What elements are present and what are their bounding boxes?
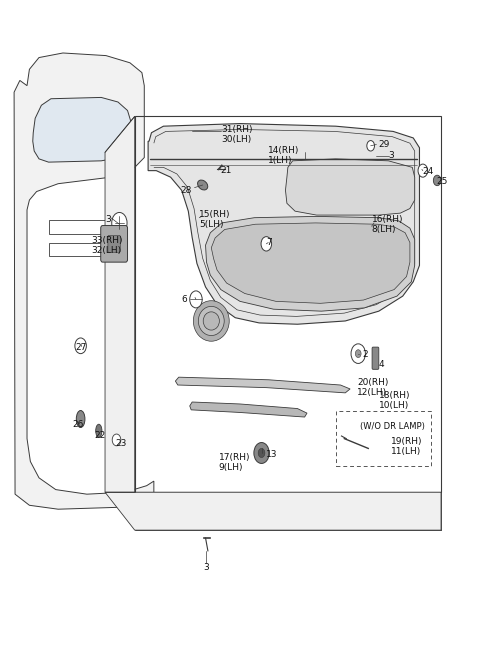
Ellipse shape [198, 180, 208, 190]
Text: (W/O DR LAMP): (W/O DR LAMP) [360, 422, 424, 432]
Circle shape [75, 338, 86, 354]
Circle shape [418, 164, 428, 177]
Text: 23: 23 [116, 439, 127, 447]
Polygon shape [205, 216, 415, 311]
Polygon shape [33, 98, 131, 162]
FancyBboxPatch shape [101, 225, 128, 262]
Bar [48, 242, 111, 255]
Text: 6: 6 [181, 295, 187, 304]
Circle shape [258, 449, 265, 458]
Circle shape [433, 175, 441, 185]
Polygon shape [175, 377, 350, 393]
FancyBboxPatch shape [372, 347, 379, 369]
Text: 15(RH)
5(LH): 15(RH) 5(LH) [199, 210, 231, 229]
Text: 25: 25 [436, 178, 448, 186]
Ellipse shape [203, 312, 219, 330]
Text: 19(RH)
11(LH): 19(RH) 11(LH) [391, 437, 422, 456]
Text: 4: 4 [379, 360, 384, 369]
Ellipse shape [76, 411, 85, 428]
Text: 3: 3 [204, 563, 209, 572]
Text: 31(RH)
30(LH): 31(RH) 30(LH) [221, 125, 252, 144]
Text: 26: 26 [72, 420, 84, 429]
Text: 14(RH)
1(LH): 14(RH) 1(LH) [268, 146, 300, 165]
Polygon shape [14, 53, 154, 509]
Polygon shape [105, 117, 135, 492]
Text: 33(RH)
32(LH): 33(RH) 32(LH) [92, 236, 123, 255]
Text: 24: 24 [422, 168, 433, 176]
Text: 3: 3 [388, 151, 394, 160]
Polygon shape [286, 159, 415, 215]
Polygon shape [211, 223, 410, 303]
Circle shape [254, 443, 269, 464]
Text: 16(RH)
8(LH): 16(RH) 8(LH) [372, 215, 403, 234]
Circle shape [367, 141, 374, 151]
Text: 28: 28 [181, 186, 192, 195]
Ellipse shape [198, 307, 224, 335]
Circle shape [351, 344, 365, 364]
Bar [135, 117, 441, 492]
Text: 18(RH)
10(LH): 18(RH) 10(LH) [379, 391, 410, 411]
Circle shape [190, 291, 202, 308]
Polygon shape [148, 124, 420, 324]
Text: 22: 22 [94, 431, 105, 440]
Circle shape [355, 350, 361, 358]
Text: 21: 21 [221, 166, 232, 175]
Text: 3: 3 [105, 215, 111, 224]
FancyBboxPatch shape [108, 235, 120, 252]
Text: 2: 2 [362, 350, 368, 360]
Ellipse shape [193, 301, 229, 341]
Circle shape [112, 434, 121, 446]
Ellipse shape [96, 424, 102, 438]
Text: 27: 27 [75, 343, 86, 352]
Circle shape [112, 212, 127, 233]
Text: 17(RH)
9(LH): 17(RH) 9(LH) [218, 453, 250, 472]
Text: 20(RH)
12(LH): 20(RH) 12(LH) [357, 378, 389, 398]
Text: 13: 13 [266, 451, 278, 459]
Bar [48, 219, 111, 234]
Polygon shape [105, 492, 441, 530]
Text: 7: 7 [266, 238, 272, 247]
Polygon shape [190, 402, 307, 417]
Circle shape [261, 236, 272, 251]
Text: 29: 29 [379, 140, 390, 149]
